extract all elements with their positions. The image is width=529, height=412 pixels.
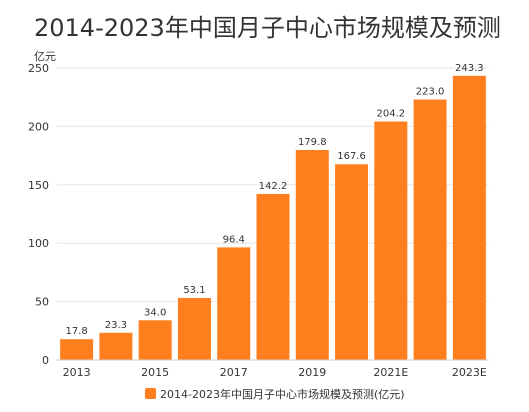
legend-label: 2014-2023年中国月子中心市场规模及预测(亿元) [160,387,405,401]
bar [335,164,369,360]
y-axis-unit-label: 亿元 [34,50,56,63]
x-tick-label: 2017 [220,366,248,379]
y-tick-label: 100 [28,237,49,250]
data-labels: 17.8 23.3 34.0 53.1 96.4 142.2 179.8 167.6 204.2… [66,63,484,337]
x-tick-label: 2013 [63,366,91,379]
x-tick-label: 2019 [298,366,326,379]
y-tick-label: 250 [28,62,49,75]
x-tick-label: 2021E [373,366,408,379]
data-label: 223.0 [416,87,445,98]
bar [138,320,172,360]
legend-swatch [145,388,156,399]
bar [217,247,251,360]
data-label: 34.0 [144,307,166,318]
data-label: 204.2 [376,108,405,119]
data-label: 17.8 [66,326,88,337]
data-label: 142.2 [259,181,288,192]
y-tick-label: 50 [35,296,49,309]
bar [452,75,486,361]
bar [295,149,329,360]
x-tick-label: 2015 [141,366,169,379]
bar [60,339,94,360]
x-tick-label: 2023E [452,366,487,379]
bar [256,193,290,360]
data-label: 23.3 [105,320,127,331]
bar [413,99,447,360]
data-label: 243.3 [455,63,484,74]
bar [374,121,408,360]
chart-title: 2014-2023年中国月子中心市场规模及预测 [34,14,501,42]
y-tick-label: 0 [42,354,49,367]
y-tick-label: 200 [28,120,49,133]
bars [60,75,486,361]
y-axis-ticks: 0 50 100 150 200 250 [28,62,49,367]
legend: 2014-2023年中国月子中心市场规模及预测(亿元) [145,387,405,401]
bar [177,297,211,360]
data-label: 167.6 [337,151,366,162]
x-axis-ticks: 2013 2015 2017 2019 2021E 2023E [63,366,487,379]
y-tick-label: 150 [28,179,49,192]
data-label: 96.4 [223,234,245,245]
bar [99,332,133,360]
data-label: 53.1 [183,285,205,296]
data-label: 179.8 [298,137,327,148]
